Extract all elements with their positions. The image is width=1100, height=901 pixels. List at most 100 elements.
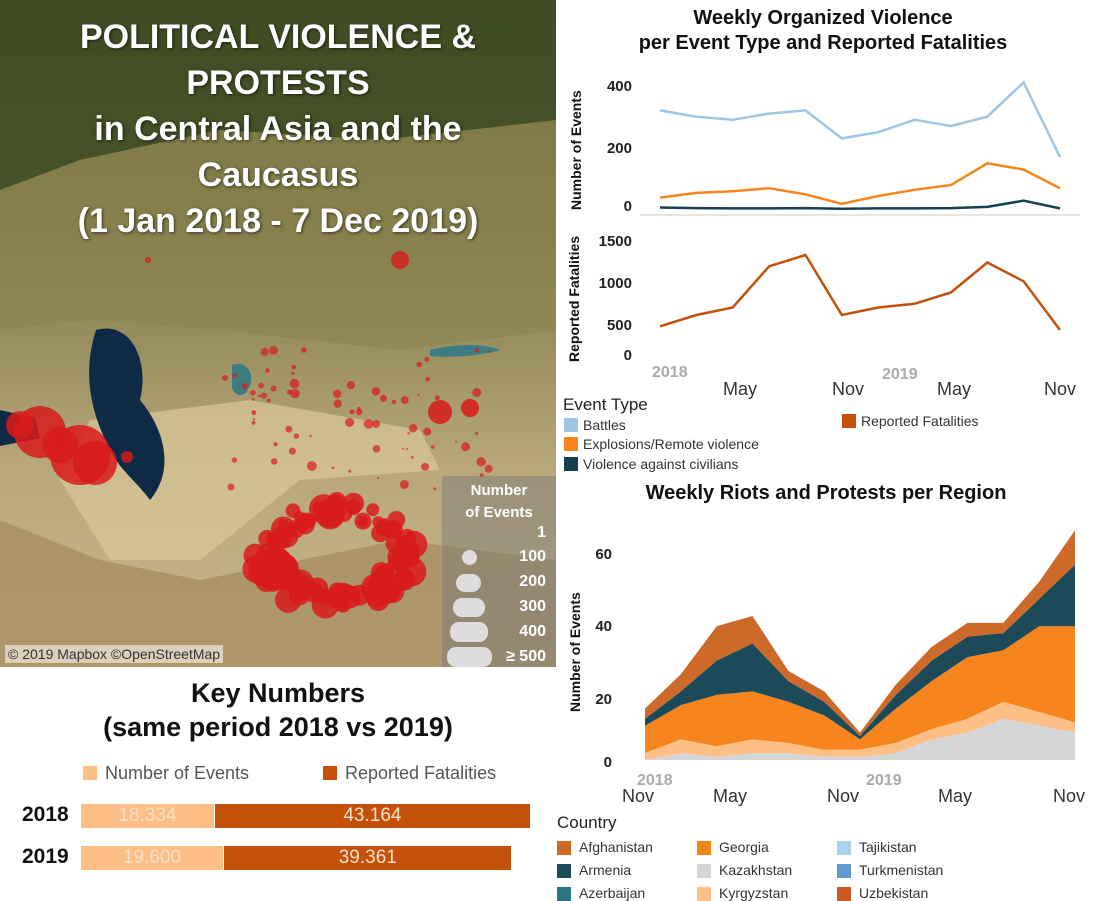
size-swatch bbox=[447, 647, 492, 667]
x-tick: May bbox=[938, 786, 973, 806]
legend-label-tajikistan[interactable]: Tajikistan bbox=[859, 839, 917, 855]
event-marker bbox=[421, 462, 430, 471]
legend-swatch-civilians bbox=[564, 457, 578, 471]
x-tick: Nov bbox=[827, 786, 860, 806]
event-marker bbox=[331, 466, 335, 470]
fatalities-axis-title: Reported Fatalities bbox=[566, 235, 582, 362]
x-tick: Nov bbox=[1044, 379, 1077, 399]
y-tick: 400 bbox=[606, 78, 632, 95]
legend-label-turkmenistan[interactable]: Turkmenistan bbox=[859, 862, 944, 878]
event-marker bbox=[372, 420, 380, 428]
legend-swatch-afghanistan bbox=[557, 841, 571, 855]
event-marker bbox=[300, 347, 307, 353]
legend-label-civilians[interactable]: Violence against civilians bbox=[583, 456, 739, 472]
map-canvas[interactable] bbox=[0, 0, 556, 667]
y-tick: 20 bbox=[595, 691, 612, 708]
event-marker bbox=[252, 418, 256, 421]
event-marker bbox=[42, 427, 78, 463]
map-attribution[interactable]: © 2019 Mapbox ©OpenStreetMap bbox=[5, 645, 224, 663]
legend-label-azerbaijan[interactable]: Azerbaijan bbox=[579, 885, 646, 901]
y-tick: 0 bbox=[603, 754, 612, 771]
event-marker bbox=[366, 503, 380, 517]
event-marker bbox=[488, 350, 491, 354]
legend-label-kazakhstan[interactable]: Kazakhstan bbox=[719, 862, 793, 878]
legend-swatch-turkmenistan bbox=[837, 864, 851, 878]
x-tick: Nov bbox=[622, 786, 655, 806]
event-marker bbox=[306, 461, 317, 471]
event-marker bbox=[360, 573, 390, 603]
caspian-sea bbox=[89, 328, 165, 500]
event-marker bbox=[258, 382, 264, 389]
fatalities-legend-label: Reported Fatalities bbox=[345, 763, 497, 783]
event-marker bbox=[479, 473, 484, 477]
event-marker bbox=[425, 376, 431, 382]
event-marker bbox=[408, 423, 418, 433]
map-panel[interactable]: POLITICAL VIOLENCE & PROTESTS in Central… bbox=[0, 0, 556, 667]
size-legend-row: 100 bbox=[442, 547, 556, 569]
event-marker bbox=[251, 420, 256, 425]
event-marker bbox=[417, 393, 420, 396]
event-marker bbox=[407, 432, 410, 435]
event-marker bbox=[273, 442, 278, 447]
event-marker bbox=[377, 476, 380, 479]
civilians-line bbox=[659, 199, 1061, 211]
event-marker bbox=[275, 586, 302, 613]
size-swatch bbox=[456, 574, 481, 592]
legend-label-uzbekistan[interactable]: Uzbekistan bbox=[859, 885, 929, 901]
organized-violence-plot[interactable] bbox=[640, 60, 1080, 370]
size-legend-label: ≥ 500 bbox=[506, 648, 546, 665]
organized-violence-title-line-2: per Event Type and Reported Fatalities bbox=[638, 32, 1008, 54]
event-marker bbox=[265, 368, 270, 373]
legend-label-battles[interactable]: Battles bbox=[583, 417, 626, 433]
event-marker bbox=[332, 389, 342, 399]
event-marker bbox=[227, 483, 235, 491]
size-legend-row: 1 bbox=[442, 523, 556, 545]
legend-label-georgia[interactable]: Georgia bbox=[719, 839, 769, 855]
title-line-3: in Central Asia and the bbox=[94, 110, 462, 148]
x-tick: Nov bbox=[832, 379, 865, 399]
year-label: 2018 bbox=[637, 772, 673, 789]
event-marker bbox=[387, 510, 406, 529]
key-year-2019: 2019 bbox=[22, 845, 69, 868]
event-marker bbox=[270, 385, 277, 392]
legend-label-explosions[interactable]: Explosions/Remote violence bbox=[583, 436, 759, 452]
event-marker bbox=[251, 410, 257, 416]
x-tick: May bbox=[713, 786, 748, 806]
events-axis-title: Number of Events bbox=[568, 90, 584, 210]
event-marker bbox=[309, 434, 312, 438]
area-armenia bbox=[645, 564, 1075, 740]
battles-line bbox=[659, 80, 1062, 158]
event-marker bbox=[363, 419, 374, 429]
legend-label-kyrgyzstan[interactable]: Kyrgyzstan bbox=[719, 885, 789, 901]
event-marker bbox=[391, 399, 397, 405]
size-legend-row: 300 bbox=[442, 597, 556, 619]
legend-swatch-kyrgyzstan bbox=[697, 887, 711, 901]
legend-label-afghanistan[interactable]: Afghanistan bbox=[579, 839, 653, 855]
riots-plot[interactable] bbox=[640, 520, 1080, 775]
legend-swatch-azerbaijan bbox=[557, 887, 571, 901]
x-tick: Nov bbox=[1053, 786, 1086, 806]
event-marker bbox=[121, 451, 133, 463]
event-marker bbox=[291, 371, 295, 375]
legend-label-fatalities[interactable]: Reported Fatalities bbox=[861, 413, 979, 429]
y-tick: 0 bbox=[623, 198, 632, 215]
event-marker bbox=[145, 257, 151, 263]
event-marker bbox=[260, 347, 269, 356]
fatalities-legend-swatch bbox=[323, 766, 337, 780]
x-tick: May bbox=[937, 379, 972, 399]
event-marker bbox=[269, 554, 290, 574]
size-legend-title: Number of Events bbox=[442, 480, 556, 524]
explosions-line bbox=[659, 161, 1061, 206]
events-bar-2018: 18.334 bbox=[81, 804, 214, 828]
event-marker bbox=[375, 520, 391, 536]
event-marker bbox=[231, 457, 238, 463]
event-marker bbox=[356, 408, 363, 416]
y-tick: 40 bbox=[595, 618, 612, 635]
event-marker bbox=[461, 442, 471, 452]
events-bar-2019: 19.600 bbox=[81, 846, 224, 870]
map-steppe bbox=[0, 120, 556, 350]
event-marker bbox=[255, 570, 277, 592]
events-legend-swatch bbox=[83, 766, 97, 780]
size-legend-label: 200 bbox=[519, 573, 546, 590]
legend-label-armenia[interactable]: Armenia bbox=[579, 862, 632, 878]
